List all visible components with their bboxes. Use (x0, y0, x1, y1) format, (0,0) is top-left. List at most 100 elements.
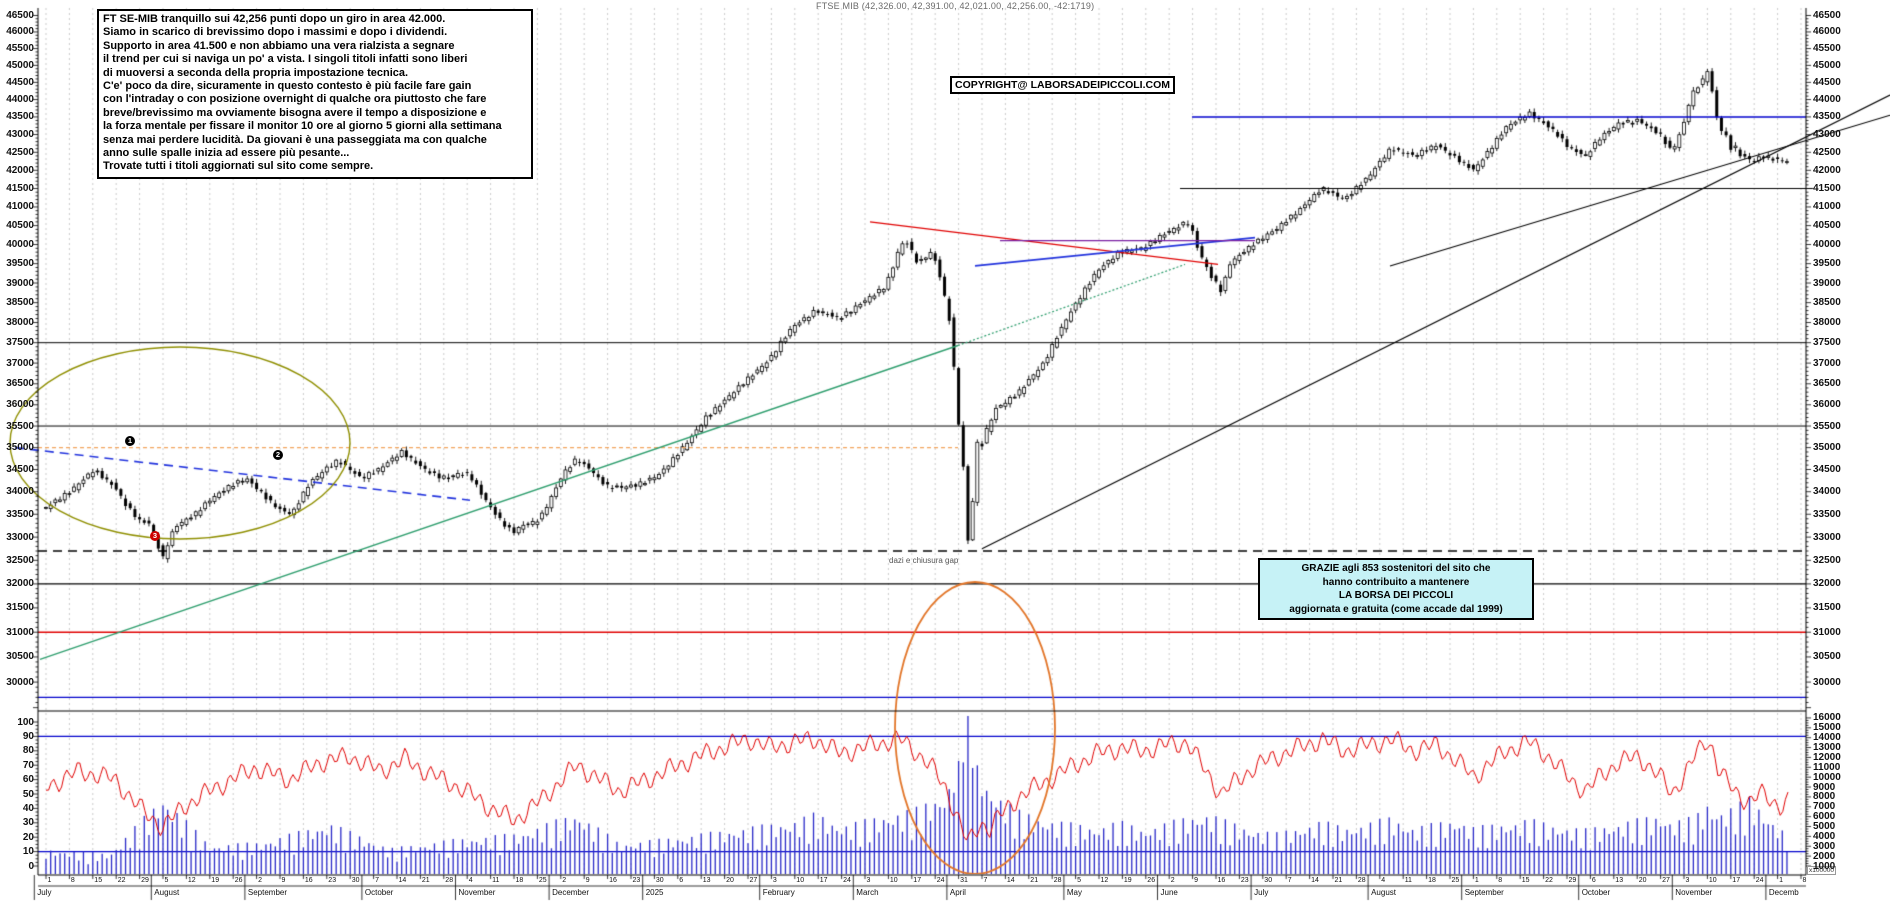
commentary-line: di muoversi a seconda della propria impo… (103, 66, 409, 79)
axis-tick-label: October (364, 888, 394, 897)
axis-tick-label: 8 (1802, 877, 1807, 884)
axis-tick-label: 13 (1615, 877, 1624, 884)
axis-tick-label: Decemb (1768, 888, 1799, 897)
axis-tick-label: 9 (281, 877, 286, 884)
axis-tick-label: 16 (1217, 877, 1226, 884)
axis-tick-label: 38500 (6, 297, 34, 309)
axis-tick-label: 41500 (6, 183, 34, 195)
axis-tick-label: 29 (141, 877, 149, 884)
axis-tick-label: 32500 (1813, 554, 1841, 566)
axis-tick-label: 39000 (6, 277, 34, 289)
copyright-badge: COPYRIGHT@ LABORSADEIPICCOLI.COM (950, 76, 1175, 94)
axis-tick-label: 36500 (6, 378, 34, 390)
axis-tick-label: September (247, 888, 288, 897)
axis-tick-label: 40500 (6, 220, 34, 232)
axis-tick-label: 19 (1123, 877, 1132, 884)
axis-tick-label: July (1254, 888, 1269, 897)
axis-tick-label: 17 (1732, 877, 1741, 884)
axis-tick-label: July (37, 888, 52, 897)
axis-tick-label: 3000 (1813, 840, 1836, 852)
axis-tick-label: 43500 (6, 111, 34, 123)
axis-tick-label: 39000 (1813, 277, 1841, 289)
axis-tick-label: 23 (1240, 877, 1249, 884)
axis-tick-label: 2 (562, 877, 567, 884)
axis-tick-label: 31 (960, 877, 968, 884)
axis-tick-label: 30000 (6, 676, 34, 688)
axis-tick-label: 26 (234, 877, 243, 884)
axis-tick-label: 46000 (6, 26, 34, 38)
axis-tick-label: 41000 (6, 201, 34, 213)
axis-tick-label: 8 (70, 877, 75, 884)
axis-tick-label: 25 (1451, 877, 1460, 884)
axis-tick-label: 28 (1053, 877, 1062, 884)
axis-tick-label: 30 (22, 817, 34, 829)
axis-tick-label: 46500 (1813, 9, 1841, 21)
axis-tick-label: 8000 (1813, 791, 1836, 803)
axis-tick-label: August (154, 888, 180, 897)
axis-tick-label: 20 (726, 877, 734, 884)
commentary-line: anno sulle spalle inizia ad essere più p… (103, 147, 350, 160)
axis-tick-label: 27 (749, 877, 758, 884)
axis-tick-label: 14 (1311, 877, 1319, 884)
axis-tick-label: 12 (1100, 877, 1109, 884)
axis-tick-label: 16000 (1813, 712, 1841, 724)
axis-tick-label: 15 (94, 877, 103, 884)
axis-tick-label: 43000 (1813, 129, 1841, 141)
axis-tick-label: 36000 (6, 399, 34, 411)
axis-tick-label: 35000 (6, 442, 34, 454)
circled-number-marker: 2 (273, 450, 283, 460)
axis-tick-label: 25 (538, 877, 547, 884)
axis-tick-label: 23 (632, 877, 641, 884)
axis-tick-label: 30500 (1813, 651, 1841, 663)
axis-tick-label: 31000 (1813, 626, 1841, 638)
axis-tick-label: 5 (164, 877, 169, 884)
axis-tick-label: 5 (1077, 877, 1081, 884)
axis-tick-label: 22 (117, 877, 126, 884)
axis-tick-label: 24 (1755, 877, 1764, 884)
axis-tick-label: September (1464, 888, 1504, 897)
axis-tick-label: 23 (328, 877, 337, 884)
axis-tick-label: 9 (1194, 877, 1198, 884)
axis-tick-label: 44500 (6, 76, 34, 88)
axis-tick-label: 1 (1474, 877, 1479, 884)
axis-tick-label: 18 (515, 877, 524, 884)
axis-tick-label: 36000 (1813, 399, 1841, 411)
axis-tick-label: 18 (1428, 877, 1436, 884)
axis-tick-label: 41000 (1813, 201, 1841, 213)
commentary-line: senza mai perdere lucidità. Da giovani è… (103, 133, 487, 146)
gap-annotation-label: dazi e chiusura gap (889, 556, 959, 565)
axis-tick-label: 4 (468, 877, 473, 884)
axis-tick-label: 20 (1638, 877, 1647, 884)
axis-tick-label: 46000 (1813, 26, 1841, 38)
axis-tick-label: 32000 (1813, 578, 1841, 590)
axis-tick-label: 31500 (6, 602, 34, 614)
axis-tick-label: 16 (304, 877, 313, 884)
axis-tick-label: 12000 (1813, 751, 1841, 763)
axis-tick-label: 2 (1170, 877, 1175, 884)
axis-tick-label: 32500 (6, 554, 34, 566)
analyst-commentary-box: FT SE-MIB tranquillo sui 42,256 punti do… (97, 9, 533, 179)
axis-tick-label: 28 (1357, 877, 1366, 884)
axis-tick-label: 10000 (1813, 771, 1841, 783)
axis-tick-label: 11 (492, 877, 500, 884)
axis-tick-label: 38500 (1813, 297, 1841, 309)
axis-tick-label: April (949, 888, 966, 897)
axis-tick-label: 40000 (6, 239, 34, 251)
axis-tick-label: 10 (889, 877, 898, 884)
axis-tick-label: 3 (1685, 877, 1690, 884)
axis-tick-label: 10 (796, 877, 805, 884)
axis-tick-label: 90 (22, 730, 34, 742)
axis-tick-label: 13000 (1813, 742, 1841, 754)
axis-tick-label: 100 (17, 716, 34, 728)
axis-tick-label: 42000 (1813, 164, 1841, 176)
axis-tick-label: March (856, 888, 879, 897)
circled-number-marker: 3 (150, 531, 160, 541)
axis-tick-label: 40000 (1813, 239, 1841, 251)
volume-scale-note: x100000 (1807, 866, 1836, 875)
axis-tick-label: 1 (47, 877, 52, 884)
axis-tick-label: 9000 (1813, 781, 1836, 793)
axis-tick-label: 35500 (6, 420, 34, 432)
commentary-line: con l'intraday o con posizione overnight… (103, 93, 487, 106)
axis-tick-label: 34500 (6, 464, 34, 475)
